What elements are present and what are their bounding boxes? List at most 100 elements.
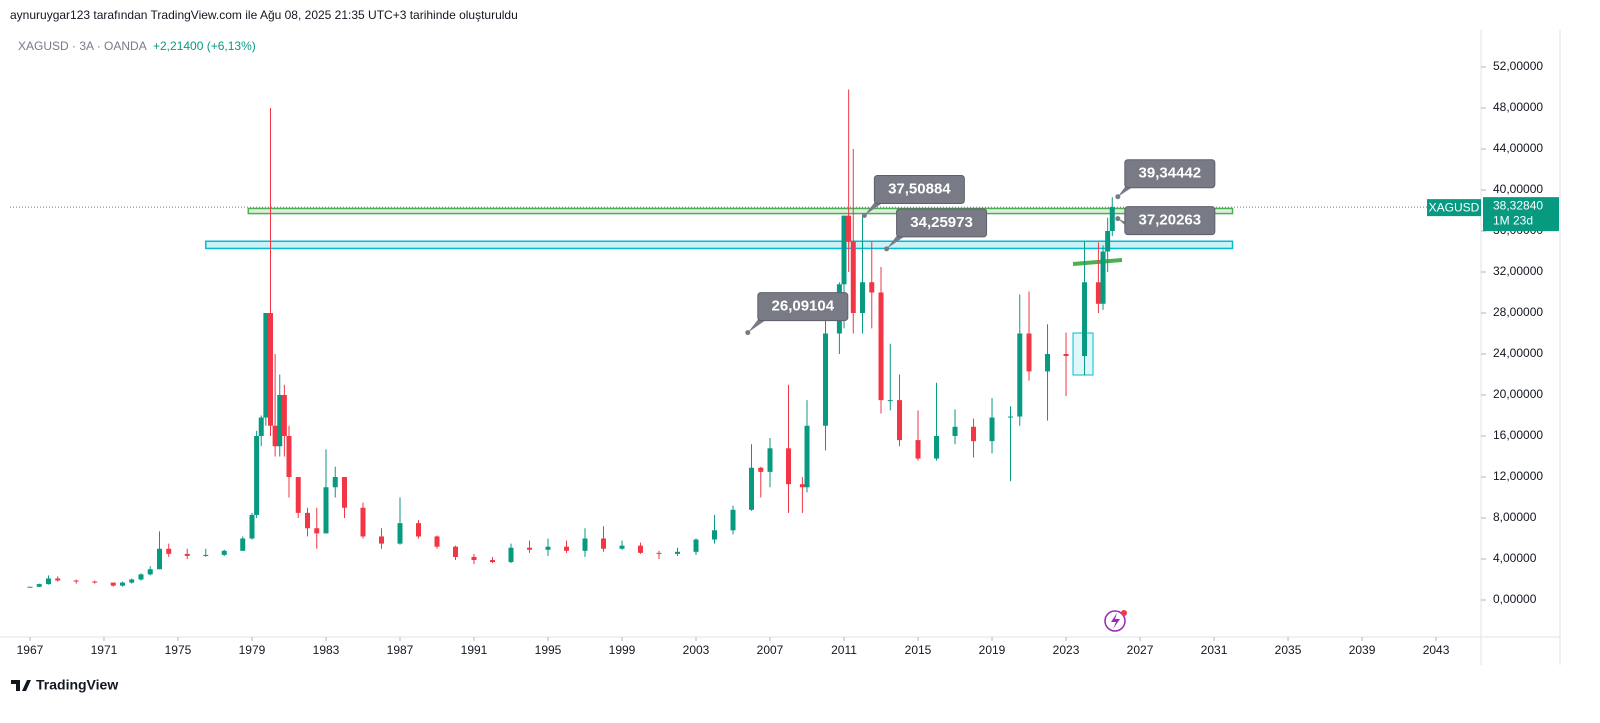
candle-body [314, 528, 320, 534]
candle-body [138, 574, 144, 580]
candle-body [989, 417, 995, 442]
candle-body [415, 523, 421, 537]
callout-point [745, 330, 751, 336]
candle-body [841, 215, 847, 285]
callout-label: 37,50884 [888, 181, 951, 198]
candle-body [971, 426, 977, 442]
candle-body [55, 578, 61, 581]
candle-body [730, 509, 736, 531]
candle-body [869, 282, 875, 293]
x-tick-label: 2011 [831, 643, 857, 657]
y-tick-label: 40,00000 [1493, 182, 1543, 196]
candle-body [564, 546, 570, 551]
symbol-tag-bg [1427, 199, 1481, 217]
y-tick-label: 4,00000 [1493, 551, 1537, 565]
callout: 37,50884 [861, 175, 965, 219]
candle-body [452, 546, 458, 557]
candle-body [332, 476, 338, 488]
callout-box [1124, 159, 1216, 189]
candle-body [619, 545, 625, 549]
x-tick-label: 2003 [683, 643, 710, 657]
flash-icon[interactable] [1104, 610, 1127, 632]
candle-body [693, 539, 699, 552]
candle-body [277, 394, 283, 447]
x-tick-label: 2031 [1201, 643, 1228, 657]
candle-body [490, 560, 496, 563]
candle-body [272, 425, 278, 447]
candle-body [860, 282, 866, 314]
candle-body [36, 584, 42, 587]
zone [247, 207, 1234, 215]
candle-body [263, 313, 269, 418]
candle-body [221, 550, 227, 555]
y-tick-label: 24,00000 [1493, 346, 1543, 360]
callout-label: 39,34442 [1139, 165, 1202, 182]
candle-body [281, 394, 287, 436]
y-tick-label: 28,00000 [1493, 305, 1543, 319]
candle-body [952, 426, 958, 436]
x-tick-label: 2015 [905, 643, 932, 657]
symbol-tag: XAGUSD [1429, 200, 1480, 214]
countdown: 1M 23d [1493, 213, 1533, 227]
callout-point [884, 246, 890, 252]
x-tick-label: 2023 [1053, 643, 1080, 657]
candle-body [258, 417, 264, 436]
y-tick-label: 8,00000 [1493, 510, 1537, 524]
candle-body [786, 448, 792, 485]
x-tick-label: 1983 [313, 643, 340, 657]
candle-body [582, 538, 588, 551]
candle-body [45, 578, 51, 585]
logo [11, 680, 31, 691]
y-tick-label: 12,00000 [1493, 469, 1543, 483]
candle-body [119, 582, 125, 586]
callout-box [896, 208, 988, 238]
candle-body [166, 548, 172, 554]
candle-body [638, 545, 644, 553]
callout-box [1124, 206, 1216, 236]
candle-body [267, 313, 273, 426]
x-tick-label: 1987 [387, 643, 414, 657]
x-tick-label: 1975 [165, 643, 192, 657]
candle-body [1105, 231, 1111, 252]
callout: 26,09104 [745, 292, 849, 336]
candle-body [156, 548, 162, 570]
candle-body [184, 553, 190, 556]
candle-body [656, 552, 662, 554]
y-tick-label: 20,00000 [1493, 387, 1543, 401]
candle-body [897, 400, 903, 441]
candle-body [823, 333, 829, 426]
callout-box [873, 175, 965, 205]
candle-body [749, 467, 755, 510]
x-tick-label: 2027 [1127, 643, 1154, 657]
callout-label: 26,09104 [772, 298, 835, 315]
candle-body [27, 586, 33, 588]
callout: 37,20263 [1115, 206, 1216, 236]
candle-body [1100, 251, 1106, 304]
callout-box [757, 292, 849, 322]
y-tick-label: 44,00000 [1493, 141, 1543, 155]
candle-body [471, 556, 477, 561]
candle-body [1017, 333, 1023, 417]
candle-body [1026, 333, 1032, 372]
candle-body [527, 547, 533, 550]
callout: 39,34442 [1115, 159, 1216, 200]
x-tick-label: 1971 [91, 643, 118, 657]
callout: 34,25973 [884, 208, 988, 252]
symbol-line: XAGUSD · 3A · OANDA [18, 39, 147, 53]
candle-body [323, 487, 329, 534]
y-tick-label: 0,00000 [1493, 592, 1537, 606]
candle-body [397, 523, 403, 544]
x-tick-label: 2039 [1349, 643, 1376, 657]
candle-body [878, 292, 884, 401]
x-tick-label: 2043 [1423, 643, 1450, 657]
callout-label: 37,20263 [1139, 212, 1202, 229]
x-tick-label: 1991 [461, 643, 488, 657]
candle-body [360, 507, 366, 537]
y-tick-label: 16,00000 [1493, 428, 1543, 442]
candle-body [804, 425, 810, 488]
x-tick-label: 1967 [17, 643, 44, 657]
x-tick-label: 2035 [1275, 643, 1302, 657]
candle-body [1063, 353, 1069, 357]
candle-body [915, 440, 921, 459]
